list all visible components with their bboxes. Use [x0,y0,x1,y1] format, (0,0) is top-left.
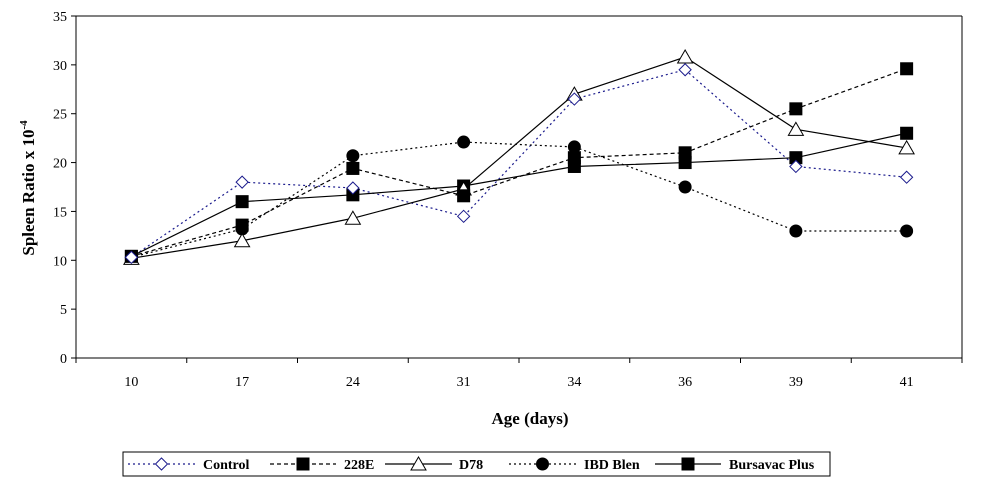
y-tick-label: 0 [60,352,67,367]
data-point-228e [900,62,914,76]
data-point-228e [678,146,692,160]
legend-item-228e: 228E [270,457,374,473]
legend-marker [154,457,169,471]
data-point-control [789,159,803,174]
series-line-ibd-blen [131,141,907,258]
data-point-bursavac-plus [900,126,914,140]
legend-item-d78: D78 [385,455,483,473]
legend-label: Control [203,458,250,473]
data-point-ibd-blen [457,135,471,149]
x-tick-label: 10 [124,375,138,390]
data-point-bursavac-plus [235,195,249,209]
y-tick-label: 25 [53,108,67,123]
legend-marker [410,455,427,471]
data-point-ibd-blen [789,224,803,238]
x-tick-label: 31 [457,375,471,390]
x-tick-label: 41 [900,375,914,390]
series-line-228e [131,68,907,257]
axes [71,15,963,363]
data-point-control [678,63,692,77]
data-point-control [235,175,249,189]
data-point-d78 [344,210,362,225]
data-point-control [346,181,360,195]
y-axis-title-exponent: -4 [18,120,30,130]
legend-label: D78 [459,458,483,473]
legend-item-bursavac-plus: Bursavac Plus [655,457,815,473]
series-lines [131,56,907,259]
y-axis-title-main: Spleen Ratio x 10 [19,130,38,256]
series-markers [123,49,915,265]
data-point-control [124,250,139,265]
data-point-228e [235,218,249,232]
legend-label: 228E [344,458,374,473]
series-line-d78 [131,56,907,259]
x-tick-label: 36 [678,375,692,390]
x-tick-label: 39 [789,375,803,390]
y-tick-label: 35 [53,10,67,25]
x-axis-title: Age (days) [492,409,569,428]
data-point-ibd-blen [900,224,914,238]
legend-marker [296,457,310,471]
legend-label: Bursavac Plus [729,458,815,473]
y-tick-label: 5 [60,303,67,318]
legend-marker [681,457,695,471]
data-point-control [899,170,914,184]
legend-marker [536,457,549,471]
data-point-228e [567,151,581,165]
data-point-228e [346,161,360,175]
x-tick-label: 34 [567,375,581,390]
series-line-bursavac-plus [131,132,907,257]
data-point-d78 [676,49,694,64]
y-tick-label: 20 [53,157,67,172]
legend-item-control: Control [128,457,250,473]
data-point-control [567,92,582,106]
legend-item-ibd-blen: IBD Blen [509,457,640,473]
data-point-228e [457,189,471,203]
y-tick-label: 15 [53,205,67,220]
data-point-ibd-blen [567,140,581,154]
y-tick-label: 30 [53,59,67,74]
y-tick-label: 10 [53,254,67,269]
data-point-228e [789,102,803,116]
data-point-control [456,209,471,224]
legend: Control 228E D78 IBD Blen Bursavac Plus [122,451,831,477]
data-point-ibd-blen [346,149,360,163]
y-axis-title: Spleen Ratio x 10-4 [18,120,38,256]
data-point-ibd-blen [678,180,692,194]
data-point-d78 [233,232,251,248]
tick-labels: 0 5 10 15 20 25 30 35 10 17 24 31 34 36 39 41 [53,10,914,390]
legend-label: IBD Blen [584,458,640,473]
data-point-d78 [787,121,805,136]
x-tick-label: 17 [235,375,249,390]
data-point-d78 [898,139,915,155]
x-tick-label: 24 [346,375,360,390]
